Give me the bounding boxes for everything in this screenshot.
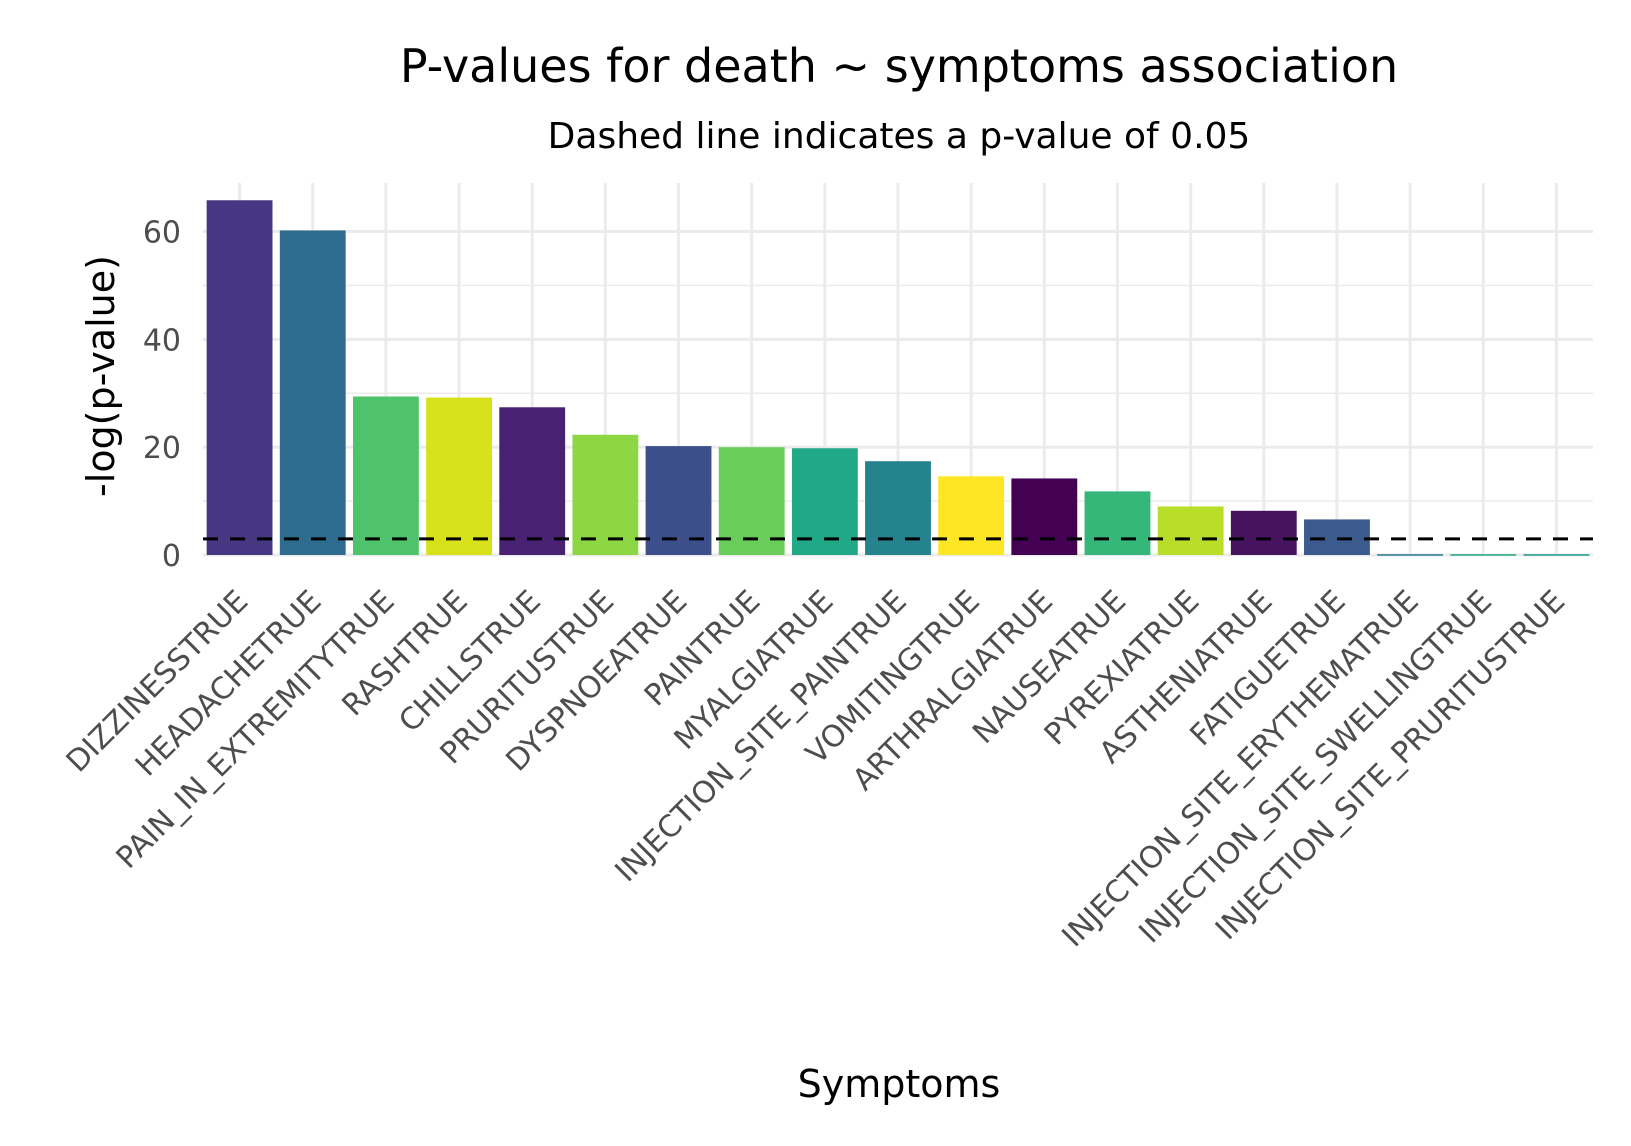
y-tick-label: 0 (162, 539, 181, 574)
bar (718, 447, 785, 555)
x-tick-label: PAIN_IN_EXTREMITYTRUE (110, 584, 402, 876)
bar (865, 461, 931, 555)
bar (499, 407, 566, 555)
bar (1523, 554, 1590, 556)
y-tick-label: 60 (143, 216, 181, 251)
bar (791, 448, 858, 555)
bar (1377, 554, 1444, 556)
chart-title: P-values for death ~ symptoms associatio… (400, 39, 1398, 93)
bars (206, 200, 1590, 556)
bar (1304, 519, 1370, 555)
bar (206, 200, 273, 555)
titles: P-values for death ~ symptoms associatio… (400, 39, 1398, 157)
bar (1011, 478, 1078, 555)
bar (1450, 554, 1517, 556)
y-tick-label: 40 (143, 323, 181, 358)
y-tick-label: 20 (143, 431, 181, 466)
bar (426, 397, 492, 555)
y-axis: 0 20 40 60 (143, 216, 181, 574)
bar (938, 476, 1005, 555)
bar (645, 446, 712, 555)
y-axis-title: -log(p-value) (79, 255, 123, 497)
chart-subtitle: Dashed line indicates a p-value of 0.05 (548, 116, 1251, 157)
bar (1157, 506, 1224, 555)
bar (1230, 510, 1297, 555)
bar (1084, 491, 1151, 555)
bar (279, 230, 346, 555)
bar (572, 434, 639, 555)
bar (352, 396, 419, 555)
x-axis: DIZZINESSTRUEHEADACHETRUEPAIN_IN_EXTREMI… (60, 584, 1572, 954)
x-axis-title: Symptoms (798, 1062, 1001, 1106)
